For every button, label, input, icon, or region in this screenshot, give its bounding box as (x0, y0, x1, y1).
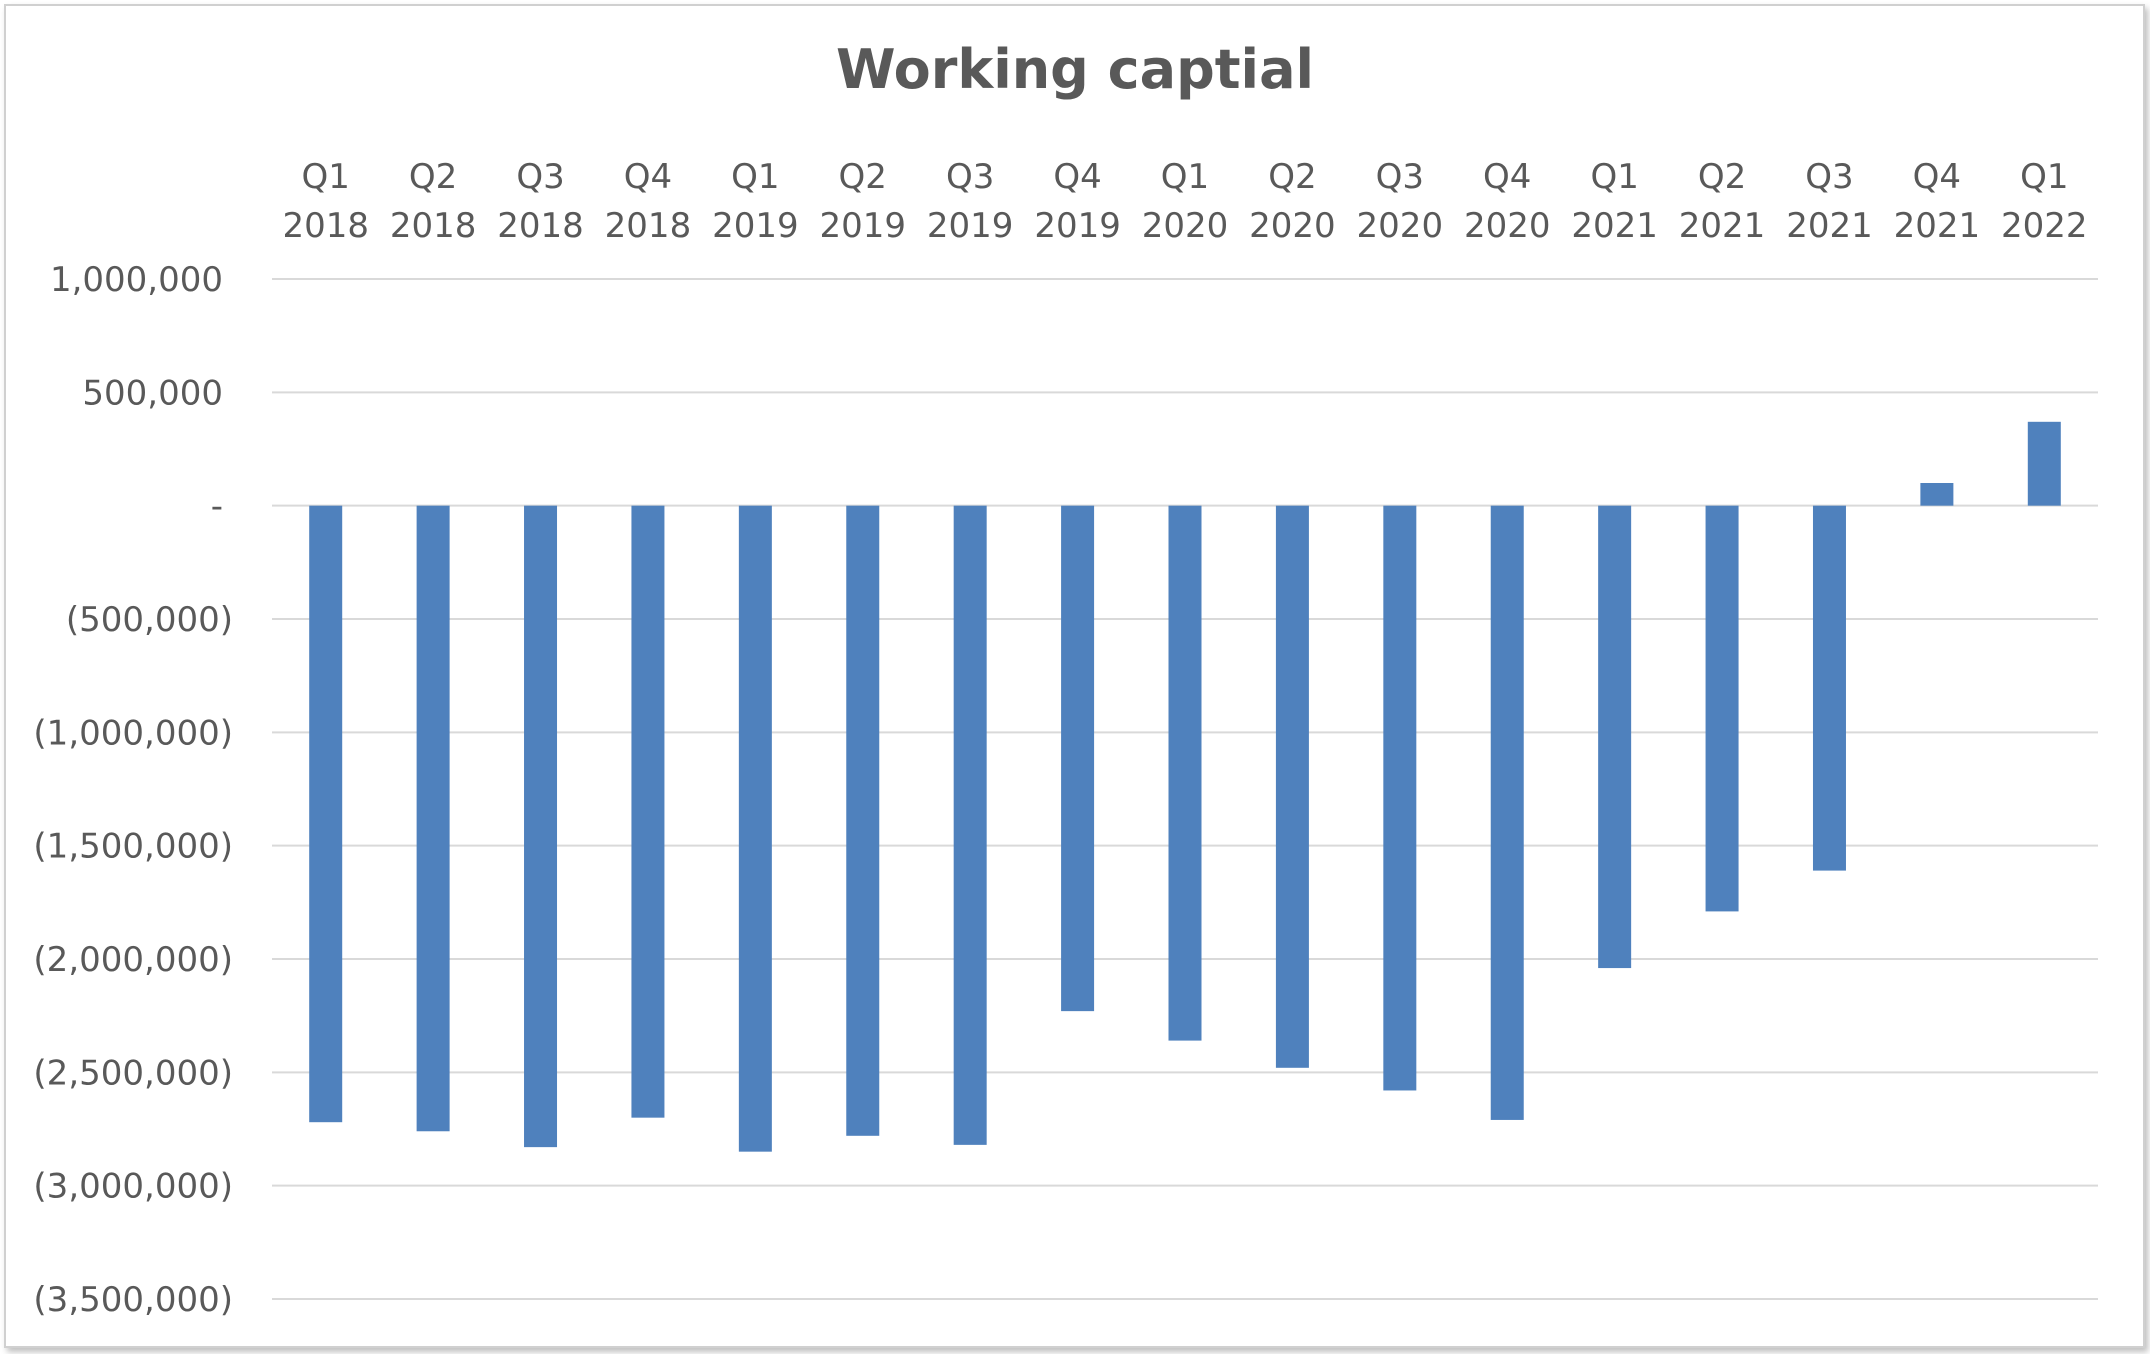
x-tick-label-quarter: Q1 (1161, 157, 1209, 197)
x-tick-label-year: 2019 (819, 206, 906, 246)
y-tick-label: 1,000,000 (50, 260, 223, 300)
y-tick-label: (2,500,000) (33, 1053, 233, 1093)
x-tick-label-year: 2020 (1357, 206, 1444, 246)
x-tick-label-year: 2021 (1786, 206, 1873, 246)
x-tick-label-year: 2019 (1034, 206, 1121, 246)
chart-title: Working captial (835, 38, 1315, 101)
bar (1920, 483, 1954, 506)
y-tick-label: (500,000) (66, 600, 233, 640)
x-tick-label-year: 2021 (1894, 206, 1981, 246)
y-tick-label: - (211, 487, 223, 527)
bar (1705, 505, 1739, 912)
x-tick-label-quarter: Q1 (731, 157, 779, 197)
x-tick-label-quarter: Q2 (1268, 157, 1316, 197)
bar (1490, 505, 1524, 1120)
x-tick-label-quarter: Q2 (1698, 157, 1746, 197)
bar (846, 505, 880, 1136)
x-tick-label-quarter: Q2 (409, 157, 457, 197)
x-tick-label-year: 2019 (927, 206, 1014, 246)
x-tick-label-quarter: Q4 (624, 157, 672, 197)
y-tick-label: (3,000,000) (33, 1167, 233, 1207)
bar (2027, 421, 2061, 506)
x-tick-label-year: 2020 (1142, 206, 1229, 246)
x-tick-label-quarter: Q4 (1483, 157, 1531, 197)
bar (1061, 505, 1095, 1012)
x-tick-label-quarter: Q3 (946, 157, 994, 197)
y-tick-label: (2,000,000) (33, 940, 233, 980)
x-tick-label-quarter: Q3 (1805, 157, 1853, 197)
y-tick-label: (1,500,000) (33, 827, 233, 867)
bar (1168, 505, 1202, 1041)
bar (416, 505, 450, 1132)
x-tick-label-year: 2018 (390, 206, 477, 246)
bar (1383, 505, 1417, 1091)
x-tick-label-quarter: Q2 (839, 157, 887, 197)
x-tick-label-year: 2020 (1249, 206, 1336, 246)
x-tick-label-year: 2021 (1571, 206, 1658, 246)
x-tick-label-year: 2018 (497, 206, 584, 246)
y-tick-label: 500,000 (82, 373, 223, 413)
x-tick-label-quarter: Q4 (1053, 157, 1101, 197)
x-tick-label-year: 2018 (605, 206, 692, 246)
bar (738, 505, 772, 1152)
bar (953, 505, 987, 1145)
bar (631, 505, 665, 1118)
x-tick-label-quarter: Q4 (1913, 157, 1961, 197)
bar (1812, 505, 1846, 871)
x-tick-label-year: 2022 (2001, 206, 2088, 246)
bar (1598, 505, 1632, 969)
x-tick-label-year: 2018 (282, 206, 369, 246)
x-tick-label-quarter: Q1 (302, 157, 350, 197)
y-tick-label: (1,000,000) (33, 713, 233, 753)
x-tick-label-quarter: Q1 (1590, 157, 1638, 197)
x-tick-label-quarter: Q3 (516, 157, 564, 197)
x-tick-label-year: 2021 (1679, 206, 1766, 246)
x-tick-label-year: 2019 (712, 206, 799, 246)
bar (1275, 505, 1309, 1068)
x-tick-label-year: 2020 (1464, 206, 1551, 246)
bar (524, 505, 558, 1148)
x-tick-label-quarter: Q3 (1376, 157, 1424, 197)
x-tick-label-quarter: Q1 (2020, 157, 2068, 197)
y-tick-label: (3,500,000) (33, 1280, 233, 1320)
bar (309, 505, 343, 1123)
